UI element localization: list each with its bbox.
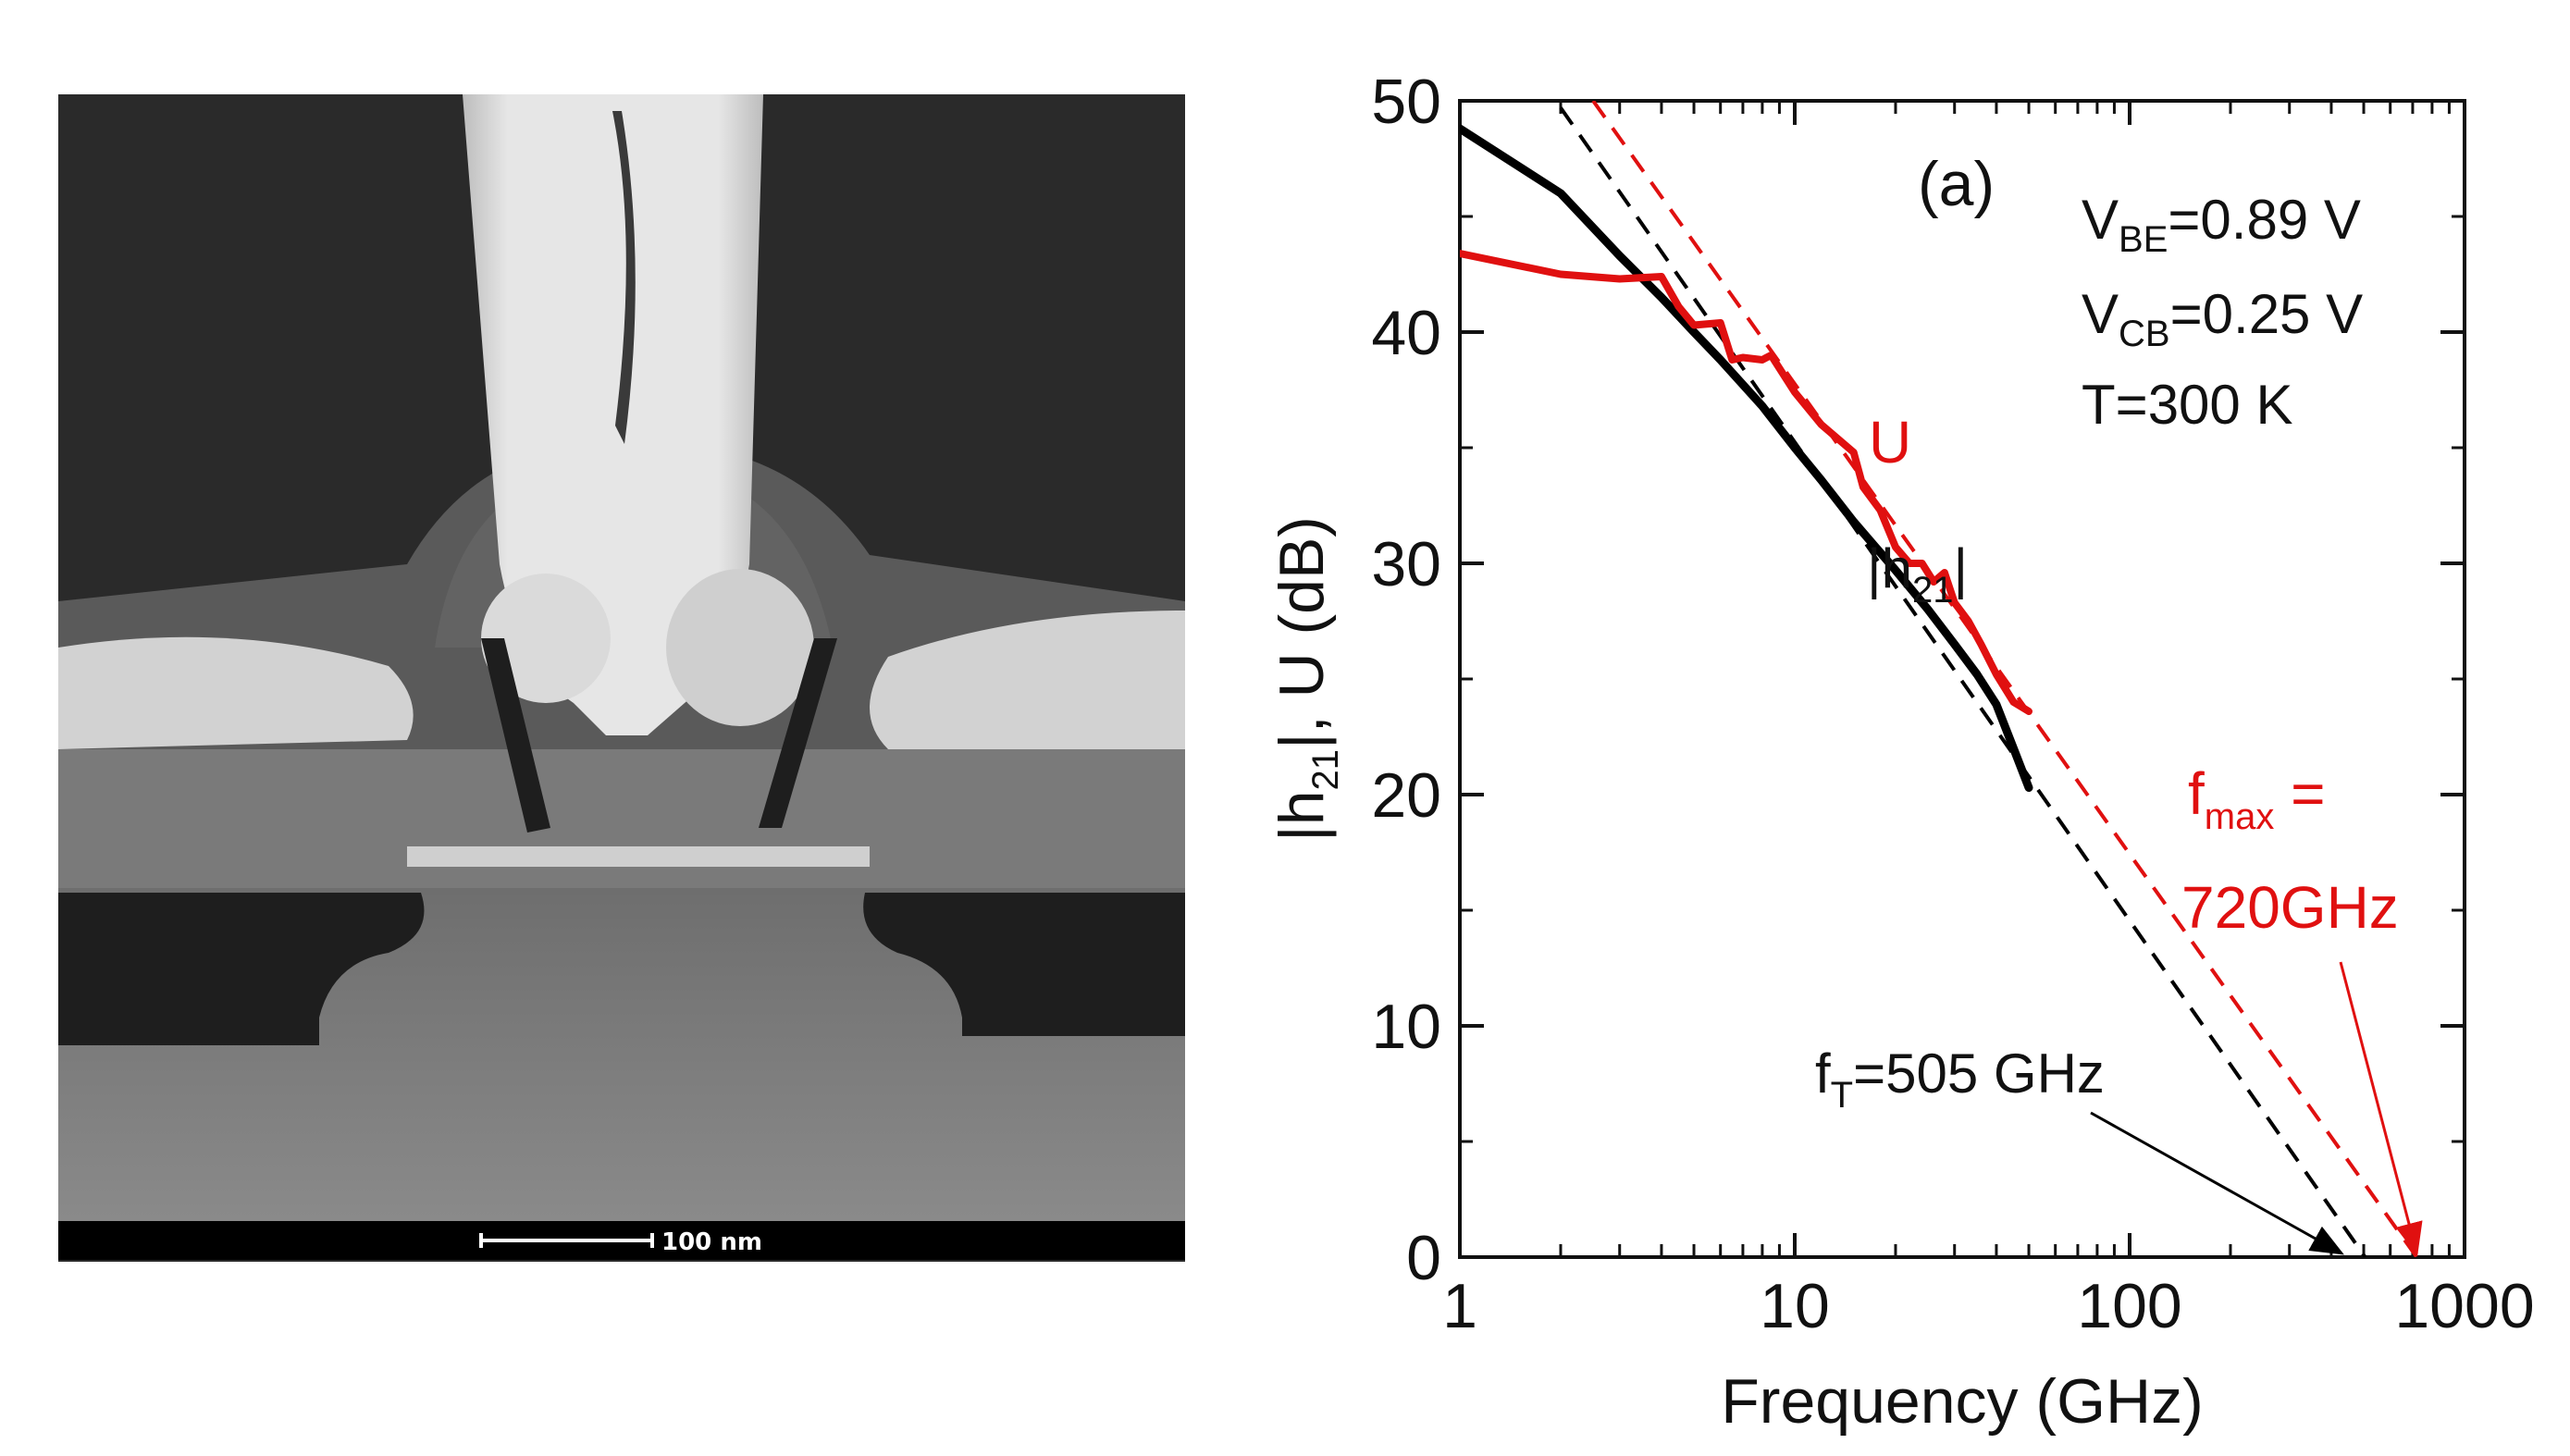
data-series xyxy=(1460,124,2033,792)
extrapolation-lines xyxy=(1559,101,2418,1257)
emitter-void xyxy=(612,111,636,444)
condition-vcb-value: =0.25 V xyxy=(2170,283,2364,345)
y-axis-title-part1: |h xyxy=(1266,790,1337,841)
x-tick-label: 1 xyxy=(1442,1271,1477,1341)
emitter-cap-left xyxy=(481,574,611,703)
series-label-h21: |h21| xyxy=(1867,537,1968,611)
y-axis-title: |h21|, U (dB) xyxy=(1266,516,1346,842)
undercut-right xyxy=(863,893,1185,1036)
fmax-extrapolation-line xyxy=(1591,101,2418,1257)
condition-vbe-main: V xyxy=(2082,189,2119,251)
series-u-line xyxy=(1460,250,2033,715)
panel-label: (a) xyxy=(1918,149,1995,219)
ft-sub: T xyxy=(1831,1075,1853,1116)
sem-micrograph: 100 nm xyxy=(58,94,1185,1262)
base-contact-left xyxy=(58,636,414,749)
emitter-interface xyxy=(407,846,870,867)
condition-vcb: VCB=0.25 V xyxy=(2082,283,2363,354)
condition-vbe-sub: BE xyxy=(2119,219,2168,260)
series-h21-line xyxy=(1460,124,2033,792)
tick-labels: 1 10 100 1000 0 10 20 30 40 50 xyxy=(1371,67,2534,1341)
y-tick-label: 30 xyxy=(1371,529,1441,599)
scale-bar-label: 100 nm xyxy=(661,1228,762,1256)
annotation-arrows xyxy=(2090,961,2423,1256)
series-label-h21-sub: 21 xyxy=(1912,570,1954,611)
spacer-gap-left xyxy=(481,638,550,833)
y-tick-label: 20 xyxy=(1371,760,1441,831)
condition-temperature: T=300 K xyxy=(2082,374,2293,436)
emitter-cap-right xyxy=(666,569,814,726)
y-axis-title-part2: |, U (dB) xyxy=(1266,516,1337,749)
spacer-gap-right xyxy=(759,638,837,828)
ft-arrow xyxy=(2090,1111,2344,1255)
fmax-annotation-line1: fmax = xyxy=(2188,760,2326,837)
x-tick-label: 10 xyxy=(1760,1271,1830,1341)
base-contact-right xyxy=(870,611,1185,749)
x-tick-label: 100 xyxy=(2077,1271,2181,1341)
fmax-annotation-line2: 720GHz xyxy=(2181,874,2399,941)
ft-main: f xyxy=(1815,1043,1831,1104)
condition-vbe-value: =0.89 V xyxy=(2168,189,2361,251)
ft-annotation: fT=505 GHz xyxy=(1815,1043,2105,1116)
series-label-h21-main: |h xyxy=(1867,537,1912,599)
series-label-u: U xyxy=(1869,409,1911,475)
y-tick-label: 10 xyxy=(1371,992,1441,1062)
x-axis-title: Frequency (GHz) xyxy=(1721,1366,2203,1437)
fmax-equals: = xyxy=(2274,760,2325,827)
ft-extrapolation-line xyxy=(1559,106,2367,1257)
fmax-sub: max xyxy=(2205,796,2275,837)
x-tick-label: 1000 xyxy=(2394,1271,2534,1341)
fmax-main: f xyxy=(2188,760,2205,827)
condition-vcb-sub: CB xyxy=(2119,314,2170,354)
series-label-h21-end: | xyxy=(1953,537,1968,599)
condition-vbe: VBE=0.89 V xyxy=(2082,189,2361,260)
y-axis-title-sub: 21 xyxy=(1305,749,1346,791)
y-tick-label: 50 xyxy=(1371,67,1441,137)
y-tick-label: 40 xyxy=(1371,298,1441,368)
ft-value: =505 GHz xyxy=(1853,1043,2105,1104)
undercut-left xyxy=(58,893,425,1045)
fmax-arrow xyxy=(2339,961,2423,1256)
condition-vcb-main: V xyxy=(2082,283,2119,345)
y-tick-label: 0 xyxy=(1406,1223,1441,1293)
